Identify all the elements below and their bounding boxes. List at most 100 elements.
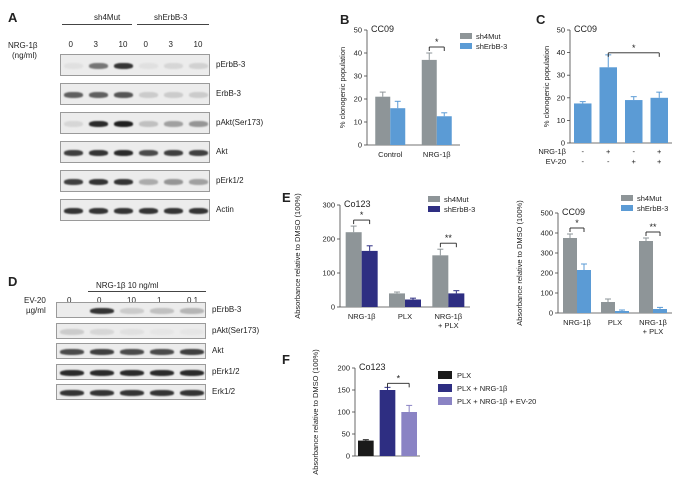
dose-label: 0 xyxy=(67,296,72,305)
row-mark: + xyxy=(632,157,637,166)
bar xyxy=(448,293,465,307)
panel-letter-b: B xyxy=(340,12,350,27)
y-tick-label: 0 xyxy=(346,452,350,461)
dose-label: 3 xyxy=(93,40,98,49)
blot-band xyxy=(139,63,158,69)
y-axis-label: % clonogenic population xyxy=(542,46,551,127)
category-label: NRG-1β xyxy=(348,312,376,321)
y-tick-label: 100 xyxy=(322,269,335,278)
blot-band xyxy=(120,308,144,314)
bar xyxy=(436,116,452,145)
y-tick-label: 20 xyxy=(557,93,565,102)
legend-swatch xyxy=(438,384,452,392)
bar xyxy=(361,250,378,307)
legend-label: PLX + NRG-1β + EV-20 xyxy=(457,397,536,406)
legend-label: shErbB-3 xyxy=(476,42,507,51)
y-tick-label: 50 xyxy=(342,430,350,439)
legend-label: shErbB-3 xyxy=(637,204,668,213)
category-label: Control xyxy=(378,150,403,159)
significance-star: ** xyxy=(445,233,453,243)
blot-band xyxy=(89,150,108,156)
bar xyxy=(653,309,667,313)
blot-band xyxy=(150,349,174,355)
blot-band xyxy=(180,328,204,335)
blot-strip xyxy=(56,343,206,359)
significance-star: * xyxy=(632,43,636,53)
bar xyxy=(389,293,405,307)
bar xyxy=(375,96,391,145)
legend-label: shErbB-3 xyxy=(444,205,475,214)
blot-band xyxy=(180,369,204,376)
blot-row-label: pAkt(Ser173) xyxy=(212,325,260,335)
y-axis-label: Absorbance relative to DMSO (100%) xyxy=(515,200,524,326)
y-tick-label: 10 xyxy=(557,116,565,125)
blot-band xyxy=(189,208,208,214)
blot-band xyxy=(120,390,144,396)
blot-band xyxy=(60,349,84,355)
blot-band xyxy=(139,92,158,98)
y-tick-label: 100 xyxy=(337,408,350,417)
bar xyxy=(379,390,396,456)
dose-label: 10 xyxy=(118,40,128,49)
category-label: PLX xyxy=(398,312,412,321)
blot-band xyxy=(164,208,183,214)
legend-swatch xyxy=(438,397,452,405)
blot-row-label: Akt xyxy=(216,147,228,156)
category-label: NRG-1β xyxy=(435,312,463,321)
blot-band xyxy=(150,390,174,396)
blot-strip xyxy=(56,363,206,380)
blot-band xyxy=(114,208,133,214)
panel-letter-e: E xyxy=(282,190,291,205)
y-tick-label: 200 xyxy=(337,364,350,373)
blot-band xyxy=(89,63,108,69)
blot-band xyxy=(114,121,133,127)
bar xyxy=(599,67,617,143)
group-bracket-d xyxy=(88,291,206,292)
blot-band xyxy=(64,150,83,156)
y-tick-label: 300 xyxy=(540,249,553,258)
treatment-unit-d: µg/ml xyxy=(26,306,46,315)
bar xyxy=(615,311,629,313)
blot-band xyxy=(189,92,208,98)
legend-swatch xyxy=(460,43,472,49)
blot-row-label: ErbB-3 xyxy=(216,89,241,98)
blot-band xyxy=(180,390,204,396)
blot-band xyxy=(64,63,83,69)
y-tick-label: 10 xyxy=(354,118,362,127)
western-blot-a: sh4Mut shErbB-3 NRG-1β (ng/ml) 0 3 10 0 3 10 … xyxy=(0,0,280,240)
bar xyxy=(390,108,406,145)
blot-strip xyxy=(60,199,210,221)
y-tick-label: 0 xyxy=(331,303,335,312)
bar xyxy=(625,100,643,143)
blot-band xyxy=(189,179,208,185)
blot-band xyxy=(180,308,204,314)
blot-band xyxy=(114,63,133,69)
blot-band xyxy=(90,328,114,335)
y-tick-label: 50 xyxy=(354,26,362,35)
legend-label: sh4Mut xyxy=(476,32,502,41)
group-bracket-2 xyxy=(137,24,209,25)
panel-letter-d: D xyxy=(8,274,18,289)
blot-strip xyxy=(60,170,210,192)
bar xyxy=(574,103,592,143)
blot-band xyxy=(64,208,83,214)
panel-letter-a: A xyxy=(8,10,18,25)
significance-star: * xyxy=(435,37,439,47)
row-label: NRG-1β xyxy=(538,147,566,156)
y-axis-label: Absorbance relative to DMSO (100%) xyxy=(311,349,320,475)
blot-band xyxy=(150,308,174,314)
blot-row-label: pErbB-3 xyxy=(216,60,246,69)
dose-label: 0 xyxy=(143,40,148,49)
y-tick-label: 300 xyxy=(322,201,335,210)
blot-strip xyxy=(60,141,210,163)
legend-label: sh4Mut xyxy=(444,195,470,204)
blot-band xyxy=(90,308,114,314)
blot-band xyxy=(120,369,144,376)
blot-band xyxy=(64,92,83,98)
blot-band xyxy=(114,92,133,98)
significance-star: * xyxy=(575,218,579,228)
row-mark: - xyxy=(607,157,610,166)
significance-star: * xyxy=(397,373,401,383)
blot-band xyxy=(89,179,108,185)
blot-row-label: pErk1/2 xyxy=(212,366,240,376)
